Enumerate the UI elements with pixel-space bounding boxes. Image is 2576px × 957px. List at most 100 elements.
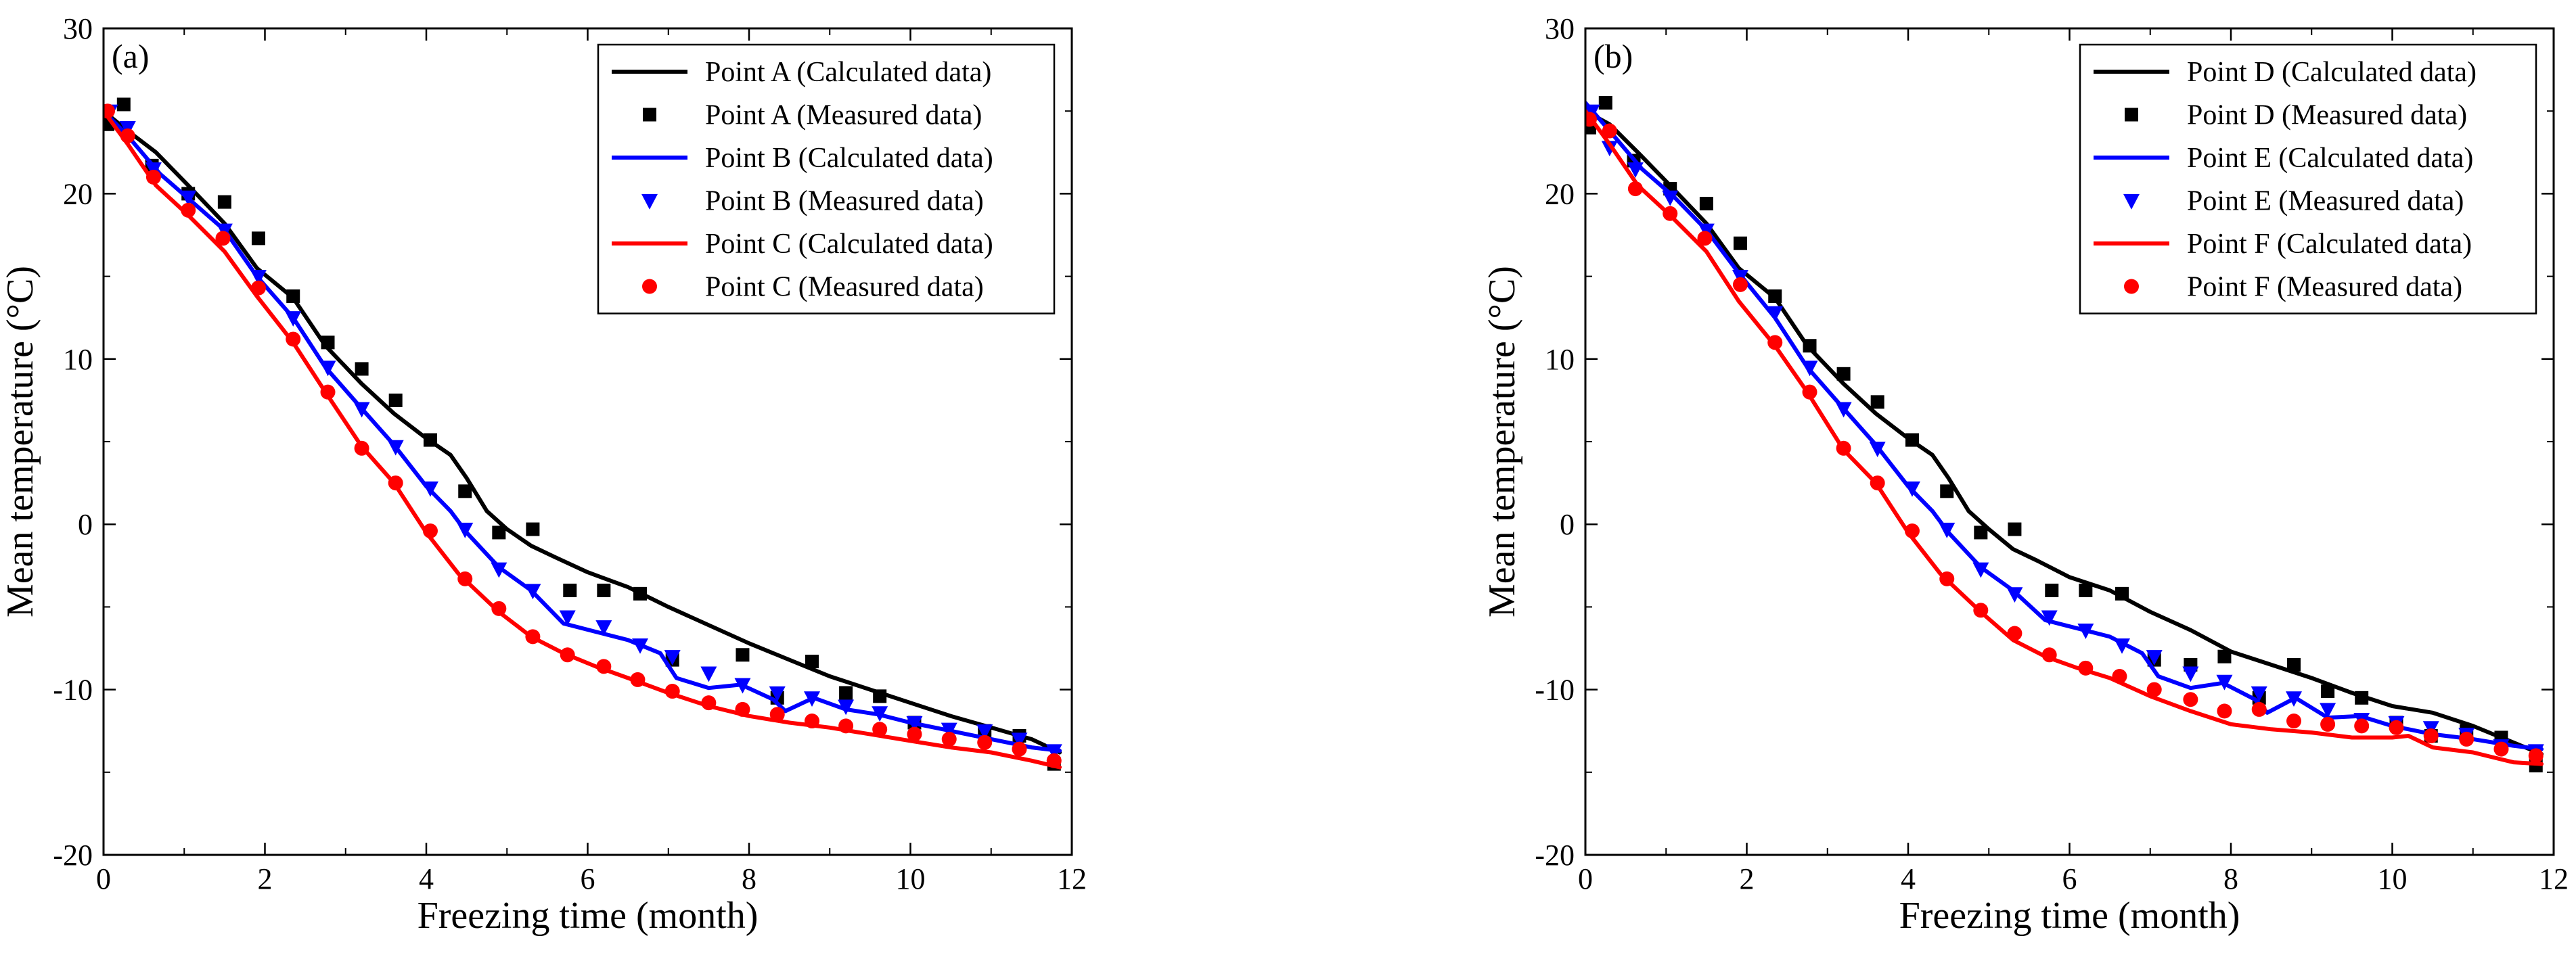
data-point-point-d-measured-data [2217, 649, 2232, 663]
y-tick-label: 30 [1545, 12, 1575, 45]
y-tick-label: -20 [53, 839, 93, 872]
data-point-point-b-measured-data [387, 440, 404, 456]
legend-swatch-marker [643, 108, 656, 122]
data-point-point-c-measured-data [838, 718, 854, 734]
data-point-point-f-measured-data [2389, 720, 2404, 735]
data-point-point-b-measured-data [595, 620, 612, 636]
data-point-point-f-measured-data [2041, 647, 2057, 663]
data-point-point-d-measured-data [1870, 395, 1884, 409]
data-point-point-f-measured-data [1732, 277, 1748, 292]
x-tick-label: 12 [2539, 862, 2569, 895]
data-point-point-c-measured-data [769, 707, 785, 722]
data-point-point-e-measured-data [2320, 703, 2336, 719]
data-point-point-f-measured-data [2493, 741, 2509, 757]
y-tick-label: 10 [1545, 343, 1575, 376]
data-point-point-b-measured-data [664, 650, 681, 666]
data-point-point-f-measured-data [1585, 112, 1597, 127]
data-point-point-f-measured-data [1836, 440, 1851, 456]
data-point-point-e-measured-data [1627, 162, 1644, 178]
data-point-point-f-measured-data [2459, 731, 2475, 747]
legend-label: Point F (Measured data) [2187, 272, 2462, 303]
data-point-point-b-measured-data [250, 270, 267, 285]
data-point-point-d-measured-data [2321, 684, 2335, 699]
data-point-point-d-measured-data [1905, 433, 1919, 447]
data-point-point-c-measured-data [491, 601, 507, 616]
data-point-point-d-measured-data [2079, 583, 2093, 597]
data-point-point-f-measured-data [1904, 523, 1920, 538]
data-point-point-b-measured-data [1045, 744, 1062, 760]
data-point-point-d-measured-data [2045, 583, 2059, 597]
y-tick-label: -10 [53, 674, 93, 707]
data-point-point-b-measured-data [1011, 732, 1028, 749]
data-point-point-e-measured-data [1903, 481, 1920, 497]
data-point-point-f-measured-data [2251, 701, 2267, 717]
data-point-point-a-measured-data [286, 289, 300, 303]
panel-label: (a) [112, 37, 150, 75]
data-point-point-c-measured-data [872, 722, 888, 737]
y-tick-label: 30 [63, 12, 93, 45]
data-point-point-e-measured-data [2251, 686, 2267, 702]
data-point-point-e-measured-data [2077, 624, 2094, 639]
legend-label: Point A (Measured data) [705, 100, 982, 131]
x-tick-label: 10 [2378, 862, 2408, 895]
data-point-point-d-measured-data [2355, 691, 2369, 705]
data-point-point-d-measured-data [1699, 197, 1713, 211]
legend-label: Point B (Calculated data) [705, 143, 993, 174]
data-point-point-b-measured-data [457, 522, 474, 538]
x-tick-label: 0 [96, 862, 111, 895]
data-point-point-e-measured-data [1801, 360, 1818, 377]
y-axis-title: Mean temperature (°C) [1481, 266, 1523, 617]
data-point-point-c-measured-data [630, 672, 646, 687]
data-point-point-f-measured-data [2217, 703, 2232, 719]
data-point-point-c-measured-data [120, 128, 135, 143]
data-point-point-d-measured-data [1598, 95, 1612, 110]
data-point-point-a-measured-data [355, 362, 369, 376]
data-point-point-a-measured-data [423, 433, 437, 447]
data-point-point-e-measured-data [1767, 306, 1784, 322]
data-point-point-e-measured-data [2146, 650, 2163, 666]
data-point-point-a-measured-data [805, 655, 819, 669]
data-point-point-c-measured-data [1012, 741, 1027, 757]
data-point-point-a-measured-data [873, 689, 887, 703]
x-tick-label: 8 [2223, 862, 2238, 895]
legend-label: Point C (Calculated data) [705, 229, 993, 260]
data-point-point-b-measured-data [769, 686, 786, 702]
data-point-point-b-measured-data [180, 190, 197, 206]
legend-swatch-marker [642, 279, 657, 294]
legend-label: Point D (Calculated data) [2187, 57, 2477, 88]
data-point-point-f-measured-data [1802, 384, 1817, 400]
data-point-point-d-measured-data [1974, 526, 1988, 540]
data-point-point-f-measured-data [2007, 626, 2023, 641]
legend-label: Point E (Measured data) [2187, 186, 2464, 217]
x-tick-label: 4 [419, 862, 434, 895]
data-point-point-c-measured-data [215, 231, 231, 246]
data-point-point-c-measured-data [388, 475, 403, 491]
series-group [104, 97, 1062, 771]
legend-swatch-marker [2125, 108, 2138, 122]
data-point-point-a-measured-data [839, 686, 853, 700]
data-point-point-d-measured-data [1940, 484, 1954, 498]
y-tick-label: 10 [63, 343, 93, 376]
legend-label: Point D (Measured data) [2187, 100, 2467, 131]
data-point-point-c-measured-data [596, 659, 612, 674]
chart-panel-a: 0 2 4 6 8 10 12 -20 -10 0 10 20 30 Freezing time (mon… [0, 12, 1087, 937]
x-tick-label: 4 [1901, 862, 1916, 895]
data-point-point-c-measured-data [320, 384, 336, 400]
data-point-point-b-measured-data [976, 724, 993, 740]
x-tick-label: 2 [1740, 862, 1755, 895]
data-point-point-c-measured-data [701, 695, 717, 711]
x-axis-title: Freezing time (month) [1899, 895, 2240, 937]
data-point-point-e-measured-data [2182, 666, 2199, 682]
data-point-point-b-measured-data [632, 638, 649, 654]
data-point-point-c-measured-data [457, 571, 473, 586]
data-point-point-e-measured-data [2286, 691, 2303, 707]
data-point-point-b-measured-data [319, 360, 336, 377]
data-point-point-a-measured-data [458, 484, 472, 498]
legend-label: Point A (Calculated data) [705, 57, 991, 88]
data-point-point-a-measured-data [597, 583, 611, 597]
series-group [1585, 95, 2544, 773]
data-point-point-c-measured-data [250, 280, 266, 296]
data-point-point-f-measured-data [1973, 603, 1989, 618]
data-point-point-f-measured-data [1939, 571, 1955, 586]
